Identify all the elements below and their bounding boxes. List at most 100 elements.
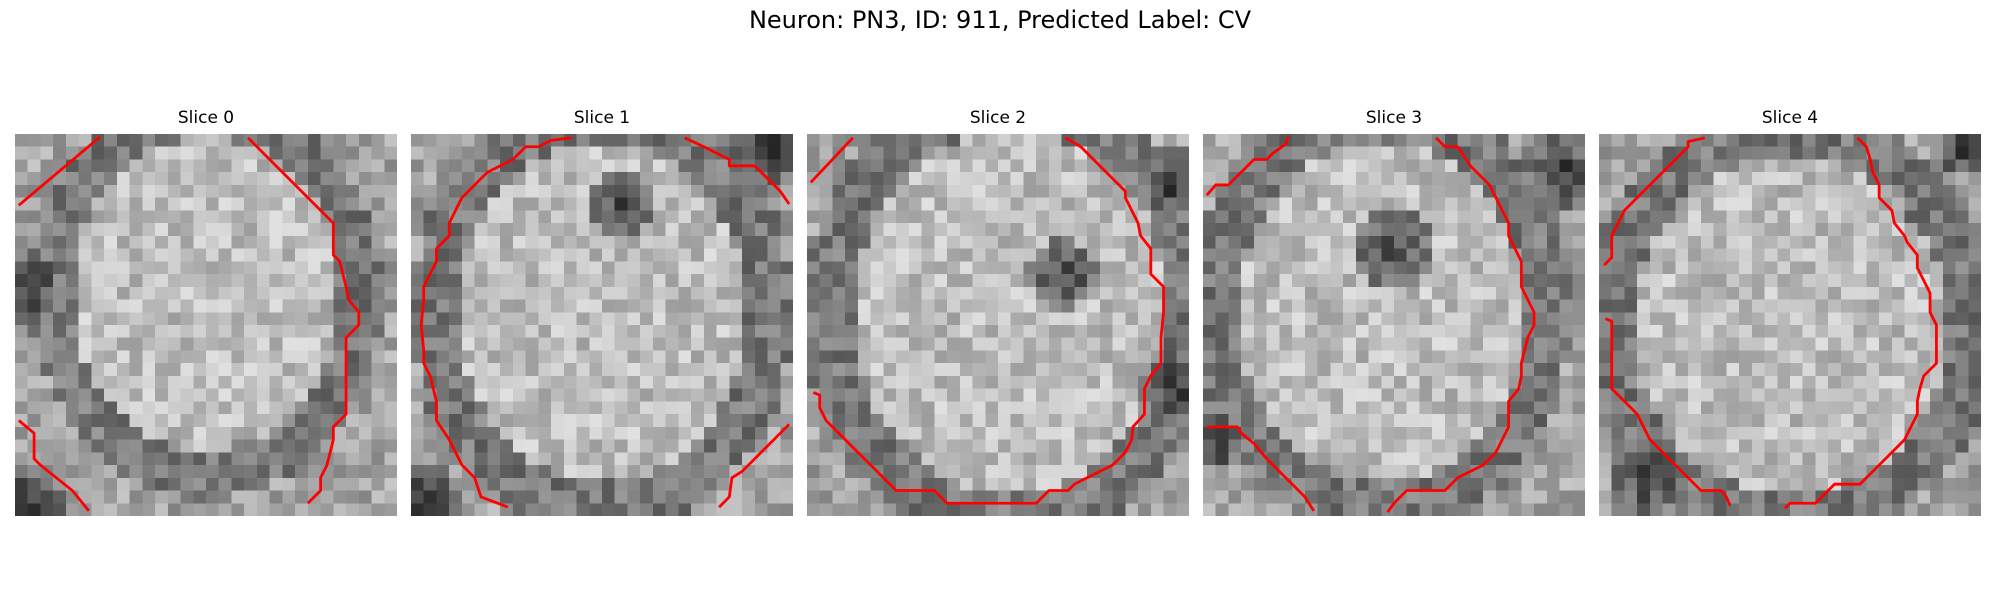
image-pixel (1508, 274, 1522, 288)
image-pixel (1048, 388, 1062, 402)
image-pixel (1304, 363, 1318, 377)
image-pixel (423, 414, 437, 428)
image-pixel (563, 426, 577, 440)
image-pixel (1777, 235, 1791, 249)
image-pixel (53, 312, 67, 326)
image-pixel (1917, 350, 1931, 364)
image-pixel (1125, 286, 1139, 300)
image-pixel (1381, 312, 1395, 326)
image-pixel (1368, 350, 1382, 364)
image-pixel (589, 274, 603, 288)
image-pixel (845, 197, 859, 211)
image-pixel (295, 503, 309, 516)
image-pixel (474, 274, 488, 288)
image-pixel (320, 401, 334, 415)
image-pixel (703, 235, 717, 249)
image-pixel (845, 223, 859, 237)
image-pixel (1828, 210, 1842, 224)
image-pixel (1099, 426, 1113, 440)
image-pixel (1176, 426, 1189, 440)
image-pixel (563, 401, 577, 415)
image-pixel (908, 223, 922, 237)
image-pixel (206, 350, 219, 364)
image-pixel (15, 159, 28, 173)
image-pixel (1534, 452, 1548, 466)
image-pixel (1203, 426, 1216, 440)
image-pixel (1048, 363, 1062, 377)
image-pixel (1968, 172, 1981, 186)
image-pixel (487, 503, 501, 516)
image-pixel (1891, 134, 1905, 147)
image-pixel (998, 452, 1011, 466)
image-pixel (807, 477, 820, 491)
image-pixel (1343, 299, 1357, 313)
image-pixel (231, 312, 245, 326)
image-pixel (1253, 325, 1267, 338)
image-pixel (167, 350, 181, 364)
image-pixel (1751, 426, 1765, 440)
image-pixel (436, 350, 450, 364)
image-pixel (1163, 477, 1177, 491)
image-pixel (640, 286, 654, 300)
image-pixel (129, 363, 143, 377)
image-pixel (91, 248, 105, 262)
image-pixel (691, 286, 705, 300)
image-pixel (1917, 210, 1931, 224)
image-pixel (1125, 261, 1139, 275)
image-pixel (767, 146, 781, 160)
image-pixel (269, 350, 283, 364)
image-pixel (1700, 274, 1714, 288)
image-pixel (947, 210, 961, 224)
image-pixel (921, 248, 935, 262)
image-pixel (193, 159, 207, 173)
contour-segment (17, 419, 90, 512)
image-pixel (167, 465, 181, 479)
image-pixel (1432, 388, 1446, 402)
image-pixel (1828, 503, 1842, 516)
image-pixel (1163, 172, 1177, 186)
image-pixel (1534, 337, 1548, 351)
image-pixel (1355, 146, 1369, 160)
image-pixel (1879, 490, 1893, 504)
image-pixel (1253, 388, 1267, 402)
image-pixel (563, 350, 577, 364)
image-pixel (358, 375, 372, 389)
slice-title-2: Slice 2 (969, 108, 1027, 128)
image-pixel (40, 210, 54, 224)
image-pixel (1853, 401, 1867, 415)
image-pixel (1534, 223, 1548, 237)
image-pixel (206, 286, 219, 300)
image-pixel (411, 146, 424, 160)
image-pixel (1802, 439, 1816, 453)
image-pixel (819, 426, 833, 440)
image-pixel (1228, 235, 1242, 249)
image-pixel (411, 452, 424, 466)
image-pixel (65, 363, 79, 377)
image-pixel (1176, 223, 1189, 237)
image-pixel (1802, 197, 1816, 211)
image-pixel (15, 312, 28, 326)
image-pixel (1675, 274, 1689, 288)
image-pixel (525, 312, 539, 326)
image-pixel (1521, 261, 1535, 275)
image-pixel (1266, 172, 1280, 186)
image-pixel (908, 235, 922, 249)
image-pixel (1241, 350, 1255, 364)
image-pixel (972, 490, 986, 504)
image-pixel (1381, 210, 1395, 224)
image-pixel (1406, 465, 1420, 479)
image-pixel (1368, 325, 1382, 338)
image-pixel (1572, 439, 1585, 453)
image-pixel (27, 235, 41, 249)
image-pixel (691, 477, 705, 491)
image-pixel (934, 350, 948, 364)
image-pixel (1176, 286, 1189, 300)
image-pixel (1112, 312, 1126, 326)
image-pixel (652, 172, 666, 186)
image-pixel (1815, 261, 1829, 275)
image-pixel (180, 184, 194, 198)
image-pixel (180, 286, 194, 300)
image-pixel (218, 146, 232, 160)
image-pixel (384, 363, 397, 377)
image-pixel (729, 197, 743, 211)
